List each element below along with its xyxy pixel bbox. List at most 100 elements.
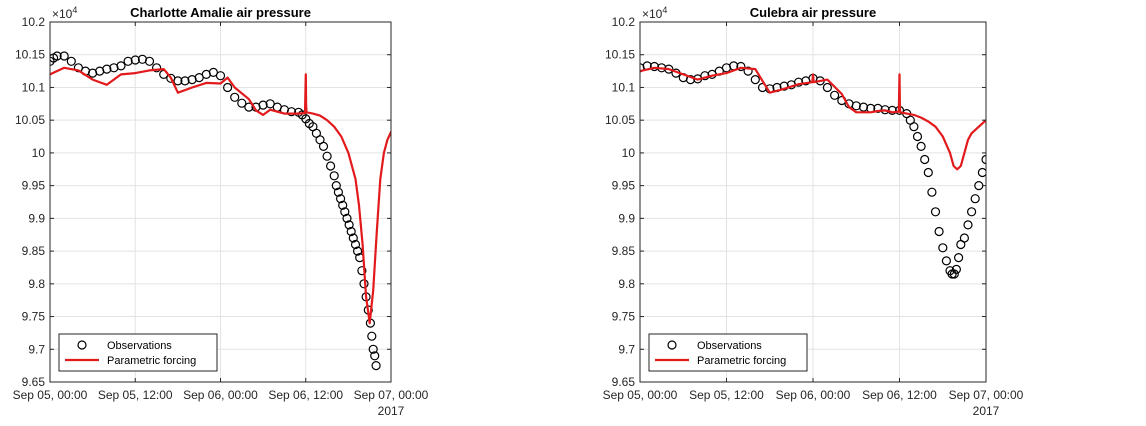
observation-point <box>180 76 190 86</box>
legend-box <box>648 333 808 372</box>
chart-title: Culebra air pressure <box>750 5 876 20</box>
observation-point <box>923 167 933 178</box>
observation-point <box>237 98 247 108</box>
observation-point <box>66 56 76 66</box>
data-layer <box>640 61 986 279</box>
observation-point <box>981 154 986 165</box>
chart-panel-1: 9.65 9.7 9.75 9.8 9.85 9.9 9.95 10 10.05 10.1 10.1… <box>13 5 429 418</box>
observation-point <box>909 122 919 132</box>
observation-point <box>829 90 840 100</box>
y-tick-label: 10.2 <box>612 15 636 29</box>
observation-point <box>873 103 883 114</box>
observation-point <box>336 194 346 204</box>
x-tick-label: Sep 07, 00:00 <box>949 388 1024 402</box>
y-multiplier: ×104 <box>642 5 667 21</box>
y-tick-label: 10.15 <box>605 48 635 62</box>
observation-point <box>230 92 240 102</box>
legend-box <box>58 333 218 372</box>
observation-point <box>371 361 381 371</box>
observation-point <box>743 66 753 76</box>
y-tick-label: 9.8 <box>28 277 45 291</box>
x-tick-label: Sep 05, 00:00 <box>13 388 88 402</box>
y-tick-label: 9.65 <box>22 375 46 389</box>
x-year-label: 2017 <box>973 404 1000 418</box>
observation-point <box>286 107 297 117</box>
observation-point <box>920 154 930 165</box>
y-tick-label: 9.65 <box>612 375 636 389</box>
y-tick-label: 9.7 <box>618 342 635 356</box>
chart-title: Charlotte Amalie air pressure <box>130 5 311 20</box>
x-tick-label: Sep 06, 00:00 <box>776 388 851 402</box>
y-multiplier-exponent: 4 <box>72 5 77 15</box>
grid <box>49 21 392 383</box>
observation-point <box>215 71 226 81</box>
observation-point <box>970 194 980 204</box>
x-tick-label: Sep 06, 12:00 <box>268 388 343 402</box>
observation-point <box>322 151 332 161</box>
observation-point <box>348 233 358 243</box>
observation-point <box>912 131 923 142</box>
x-tick-label: Sep 07, 00:00 <box>354 388 429 402</box>
x-tick-label: Sep 05, 00:00 <box>603 388 678 402</box>
observation-point <box>357 266 367 276</box>
observation-point <box>318 141 329 151</box>
y-multiplier-base: ×10 <box>642 7 663 21</box>
y-tick-label: 9.75 <box>22 310 46 324</box>
y-tick-label: 9.8 <box>618 277 635 291</box>
y-tick-label: 10.05 <box>15 113 45 127</box>
y-tick-label: 10.1 <box>612 80 636 94</box>
observation-point <box>858 102 869 112</box>
observation-point <box>977 167 986 178</box>
observation-point <box>338 200 348 210</box>
observation-point <box>346 226 356 237</box>
observation-point <box>793 77 804 87</box>
observation-point <box>353 246 363 256</box>
observation-point <box>938 243 948 253</box>
observation-point <box>941 256 952 266</box>
legend: Observations Parametric forcing <box>58 333 218 372</box>
observation-point <box>370 351 380 361</box>
legend-label: Parametric forcing <box>697 355 786 367</box>
observation-point <box>173 76 183 86</box>
observation-point <box>152 63 162 73</box>
series-line-parametric-forcing <box>50 66 391 325</box>
x-tick-label: Sep 06, 00:00 <box>183 388 258 402</box>
y-tick-label: 9.95 <box>612 179 636 193</box>
data-layer <box>50 51 391 371</box>
observation-point <box>367 331 377 341</box>
y-tick-label: 9.85 <box>612 244 636 258</box>
observation-point <box>927 187 937 197</box>
observation-point <box>59 51 69 61</box>
y-tick-label: 10 <box>622 146 636 160</box>
observation-point <box>822 82 833 93</box>
observation-point <box>951 264 962 274</box>
observation-point <box>953 253 964 263</box>
legend: Observations Parametric forcing <box>648 333 808 372</box>
observation-point <box>50 56 55 66</box>
observation-point <box>930 207 941 217</box>
observation-point <box>329 171 339 181</box>
legend-swatch-marker <box>77 340 87 350</box>
observation-point <box>130 55 140 65</box>
observation-point <box>916 141 926 151</box>
x-tick-label: Sep 06, 12:00 <box>862 388 937 402</box>
observation-point <box>331 181 341 191</box>
observation-point <box>342 213 352 223</box>
y-multiplier-base: ×10 <box>52 7 73 21</box>
observation-point <box>223 82 233 93</box>
series-line-parametric-forcing <box>640 66 986 171</box>
x-tick-label: Sep 05, 12:00 <box>98 388 173 402</box>
y-tick-label: 9.7 <box>28 342 45 356</box>
y-multiplier: ×104 <box>52 5 77 21</box>
y-tick-label: 10.1 <box>22 80 46 94</box>
observation-point <box>959 233 970 243</box>
y-tick-label: 9.95 <box>22 179 46 193</box>
observation-point <box>851 101 861 111</box>
observation-point <box>123 56 133 66</box>
observation-point <box>966 207 977 217</box>
observation-point <box>333 187 343 197</box>
y-tick-label: 9.75 <box>612 310 636 324</box>
observation-point <box>949 269 959 279</box>
observation-point <box>368 344 378 354</box>
